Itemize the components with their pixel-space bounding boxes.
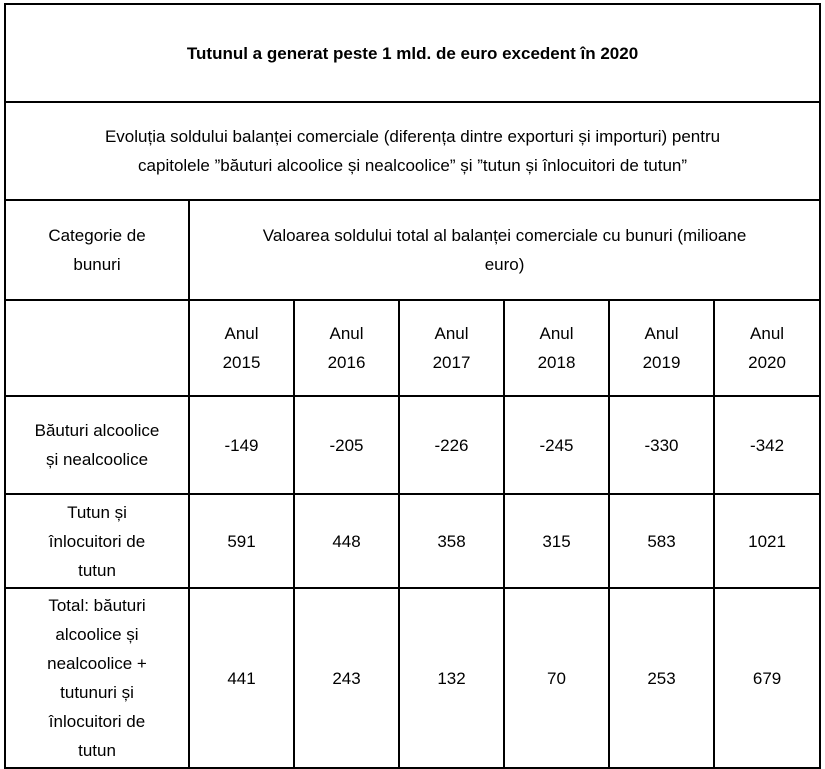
subtitle-row: Evoluția soldului balanței comerciale (d… bbox=[3, 101, 822, 201]
year-header-cell-2020: Anul 2020 bbox=[712, 299, 822, 397]
value-cell: 448 bbox=[293, 493, 400, 589]
value-cell: 253 bbox=[608, 587, 715, 769]
value-cell: 358 bbox=[398, 493, 505, 589]
value-header-cell: Valoarea soldului total al balanței come… bbox=[187, 199, 822, 301]
row-label-cell: Băuturi alcoolice și nealcoolice bbox=[4, 395, 190, 495]
title-row: Tutunul a generat peste 1 mld. de euro e… bbox=[3, 3, 822, 103]
table-row-total: Total: băuturi alcoolice și nealcoolice … bbox=[4, 587, 822, 769]
value-cell: 679 bbox=[712, 587, 822, 769]
year-header-cell-2016: Anul 2016 bbox=[293, 299, 400, 397]
year-header-cell-2019: Anul 2019 bbox=[608, 299, 715, 397]
value-cell: -205 bbox=[293, 395, 400, 495]
value-cell: 132 bbox=[398, 587, 505, 769]
empty-corner-cell bbox=[4, 299, 190, 397]
year-header-row: Anul 2015 Anul 2016 Anul 2017 Anul 2018 … bbox=[4, 299, 822, 397]
value-cell: 591 bbox=[188, 493, 295, 589]
value-cell: -245 bbox=[503, 395, 610, 495]
value-cell: 441 bbox=[188, 587, 295, 769]
value-cell: 315 bbox=[503, 493, 610, 589]
header-row: Categorie de bunuri Valoarea soldului to… bbox=[4, 199, 822, 301]
row-label-cell: Tutun și înlocuitori de tutun bbox=[4, 493, 190, 589]
table-title: Tutunul a generat peste 1 mld. de euro e… bbox=[3, 3, 822, 103]
trade-balance-table: Tutunul a generat peste 1 mld. de euro e… bbox=[3, 3, 822, 769]
value-cell: -226 bbox=[398, 395, 505, 495]
table-subtitle: Evoluția soldului balanței comerciale (d… bbox=[3, 101, 822, 201]
table-row-drinks: Băuturi alcoolice și nealcoolice -149 -2… bbox=[4, 395, 822, 495]
value-cell: -342 bbox=[712, 395, 822, 495]
row-label-cell: Total: băuturi alcoolice și nealcoolice … bbox=[4, 587, 190, 769]
year-header-cell-2018: Anul 2018 bbox=[503, 299, 610, 397]
value-cell: 583 bbox=[608, 493, 715, 589]
year-header-cell-2015: Anul 2015 bbox=[188, 299, 295, 397]
category-header-cell: Categorie de bunuri bbox=[4, 199, 190, 301]
year-header-cell-2017: Anul 2017 bbox=[398, 299, 505, 397]
value-cell: 1021 bbox=[712, 493, 822, 589]
value-cell: 70 bbox=[503, 587, 610, 769]
table-row-tobacco: Tutun și înlocuitori de tutun 591 448 35… bbox=[4, 493, 822, 589]
value-cell: -330 bbox=[608, 395, 715, 495]
value-cell: 243 bbox=[293, 587, 400, 769]
value-cell: -149 bbox=[188, 395, 295, 495]
